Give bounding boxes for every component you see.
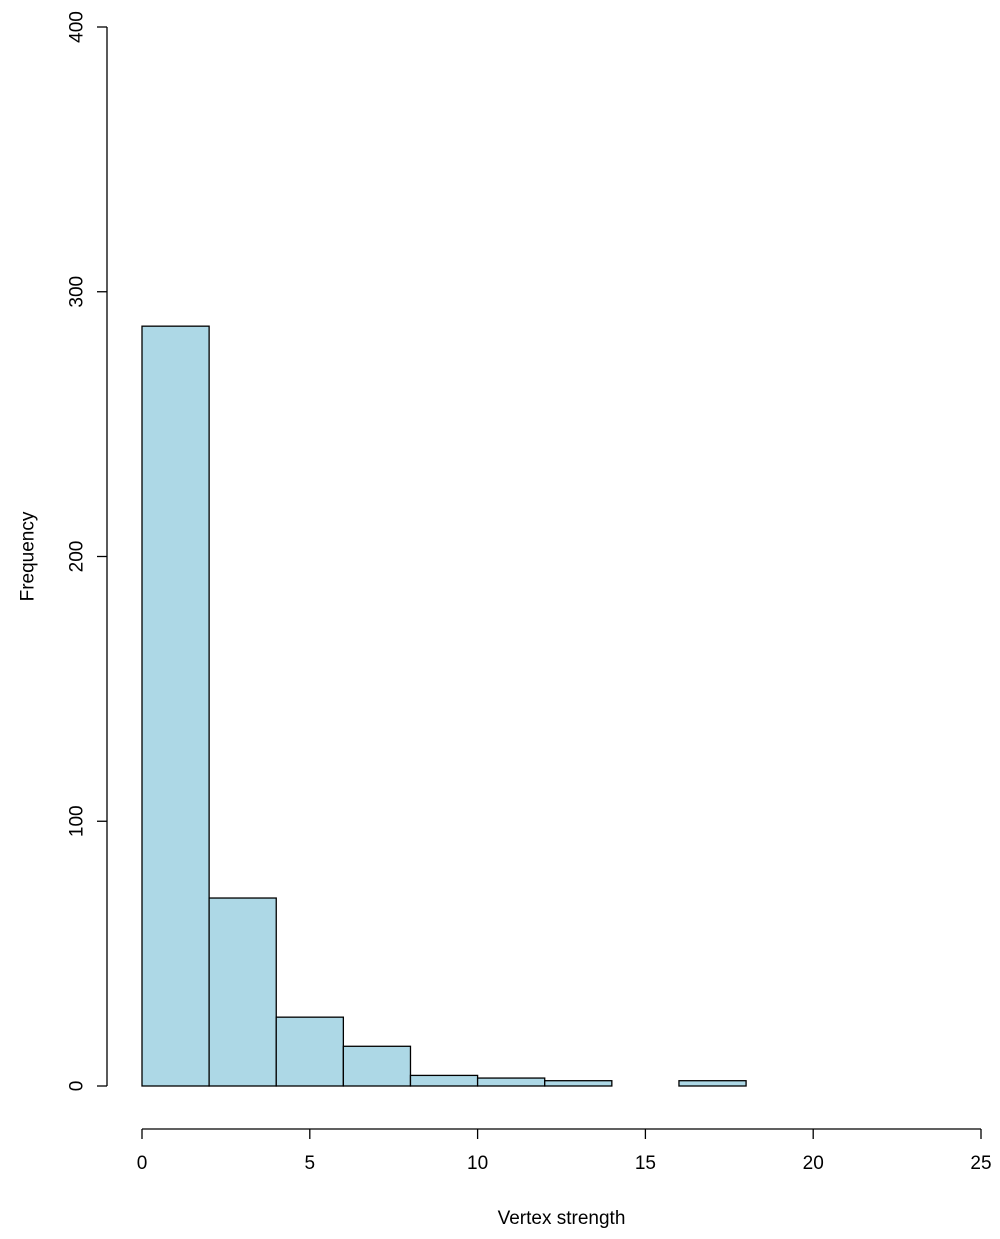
x-tick-label: 0	[137, 1153, 148, 1174]
y-tick-label: 100	[67, 805, 88, 837]
histogram-bar	[544, 1080, 613, 1087]
histogram-bar	[342, 1045, 412, 1087]
y-tick-label: 0	[67, 1081, 88, 1092]
x-tick-label: 5	[305, 1153, 316, 1174]
y-tick-label: 200	[67, 541, 88, 573]
bars-group	[141, 325, 747, 1087]
y-tick-label: 400	[67, 11, 88, 43]
x-tick-label: 25	[970, 1153, 991, 1174]
histogram-bar	[476, 1077, 546, 1087]
x-axis-title: Vertex strength	[498, 1208, 626, 1229]
histogram-bar	[141, 325, 210, 1087]
x-axis-ticks: 0 5 10 15 20 25	[137, 1129, 992, 1174]
histogram-bar	[678, 1080, 747, 1087]
histogram-bar	[409, 1074, 479, 1087]
histogram-bar	[208, 897, 277, 1087]
y-tick-label: 300	[67, 276, 88, 308]
y-axis-ticks: 0 100 200 300 400	[67, 11, 107, 1092]
x-tick-label: 20	[803, 1153, 824, 1174]
y-axis-title: Frequency	[18, 511, 39, 601]
x-tick-label: 15	[635, 1153, 656, 1174]
histogram-bar	[275, 1016, 345, 1087]
x-tick-label: 10	[467, 1153, 488, 1174]
